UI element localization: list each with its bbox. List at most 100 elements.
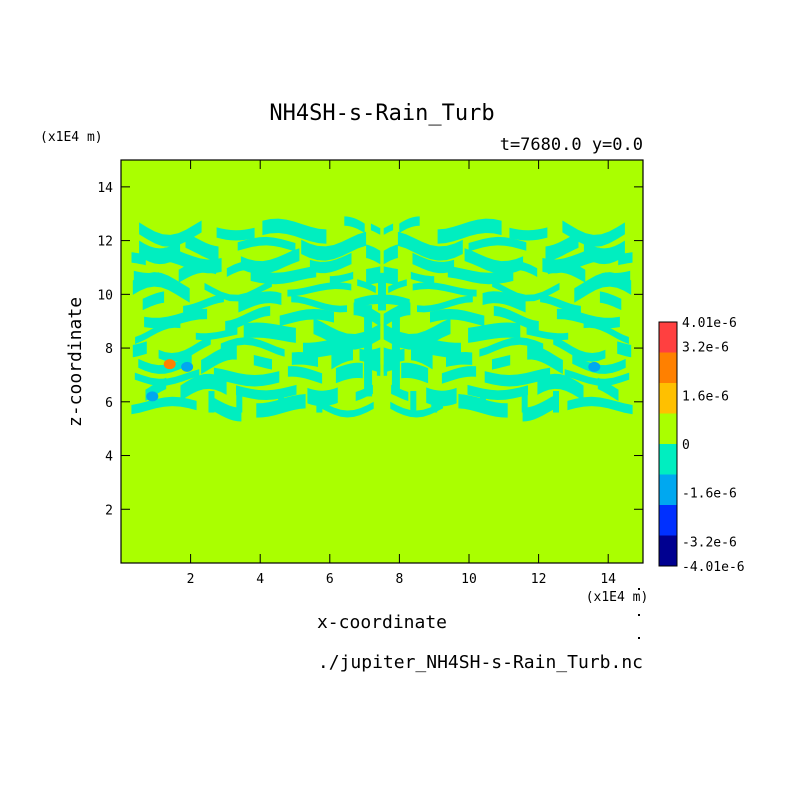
anomaly-band [412, 282, 477, 297]
anomaly-band [522, 395, 555, 422]
colorbar: 4.01e-6 3.2e-6 1.6e-6 0 -1.6e-6 -3.2e-6 -4.01e… [658, 316, 745, 575]
anomaly-band [397, 231, 463, 261]
anomaly-band [237, 236, 296, 252]
x-unit-label: (x1E4 m) [586, 590, 649, 605]
anomaly-finger [479, 391, 486, 413]
colorbar-segment [659, 474, 677, 505]
anomaly-band [605, 270, 631, 286]
anomaly-band [366, 244, 381, 265]
anomaly-band [556, 308, 620, 329]
anomaly-finger [278, 391, 285, 413]
y-tick-label: 14 [97, 181, 113, 196]
x-tick-label: 8 [395, 572, 403, 587]
anomaly-band [492, 355, 511, 370]
anomaly-band [519, 261, 538, 277]
anomaly-band [492, 280, 560, 302]
anomaly-band [133, 270, 159, 286]
anomaly-band [250, 265, 317, 285]
anomaly-band [562, 220, 625, 247]
anomaly-band [226, 261, 245, 277]
negative-anomaly-bands [131, 216, 633, 422]
y-tick-label: 2 [105, 503, 113, 518]
anomaly-band [430, 309, 485, 327]
anomaly-band [388, 279, 407, 294]
anomaly-band [390, 401, 444, 418]
colorbar-label: -4.01e-6 [682, 560, 745, 575]
x-tick-label: 10 [461, 572, 477, 587]
colorbar-segment [659, 352, 677, 383]
anomaly-band [287, 366, 323, 384]
anomaly-band [262, 218, 327, 244]
anomaly-band [307, 387, 338, 407]
plot-frame [120, 159, 644, 564]
anomaly-band [216, 227, 255, 241]
anomaly-band [240, 248, 300, 274]
colorbar-label: 4.01e-6 [682, 316, 737, 331]
anomaly-finger [553, 391, 559, 413]
colorbar-segment [659, 444, 677, 475]
y-tick-label: 10 [97, 288, 113, 303]
colorbar-label: 0 [682, 438, 690, 453]
anomaly-band [131, 396, 197, 415]
source-file-label: ./jupiter_NH4SH-s-Rain_Turb.nc [318, 652, 643, 673]
anomaly-band [526, 327, 569, 340]
anomaly-band [383, 302, 411, 327]
y-tick-label: 4 [105, 450, 113, 465]
anomaly-band [509, 227, 548, 241]
anomaly-band [142, 291, 165, 311]
anomaly-band [479, 337, 544, 357]
anomaly-band [220, 337, 285, 357]
colorbar-label: -1.6e-6 [682, 487, 737, 502]
anomaly-band [417, 295, 473, 313]
anomaly-band [301, 231, 367, 261]
anomaly-band [437, 218, 502, 244]
extremum-spot [163, 359, 176, 370]
anomaly-band [383, 266, 398, 286]
y-axis-ticks: 2 4 6 8 10 12 14 [97, 181, 643, 518]
colorbar-segment [659, 413, 677, 444]
x-tick-label: 14 [600, 572, 616, 587]
extremum-spot [181, 361, 194, 372]
anomaly-finger [208, 391, 215, 413]
chart-subtitle: t=7680.0 y=0.0 [500, 135, 643, 155]
anomaly-band [209, 395, 242, 422]
z-unit-label: (x1E4 m) [40, 130, 103, 145]
anomaly-band [213, 367, 280, 387]
anomaly-band [329, 271, 354, 284]
colorbar-frame [658, 321, 678, 567]
anomaly-band [545, 232, 579, 262]
anomaly-finger [410, 391, 417, 413]
anomaly-band [344, 216, 365, 233]
anomaly-band [447, 265, 514, 285]
colorbar-segment [659, 322, 677, 353]
anomaly-column [364, 305, 373, 397]
anomaly-band [383, 294, 410, 309]
anomaly-band [204, 280, 272, 302]
anomaly-band [493, 305, 539, 331]
extremum-spot [146, 391, 159, 402]
colorbar-segment [659, 505, 677, 536]
colorbar-segment [659, 383, 677, 414]
x-tick-label: 6 [326, 572, 334, 587]
anomaly-band [412, 252, 455, 274]
anomaly-band [144, 308, 208, 329]
anomaly-finger [521, 391, 528, 413]
anomaly-band [225, 305, 271, 331]
x-tick-label: 2 [187, 572, 195, 587]
corner-dots [638, 588, 640, 639]
anomaly-band [484, 367, 551, 387]
anomaly-band [309, 252, 352, 274]
anomaly-band [464, 248, 524, 274]
colorbar-label: 3.2e-6 [682, 341, 729, 356]
anomaly-band [401, 362, 429, 384]
anomaly-band [243, 322, 296, 343]
anomaly-band [335, 362, 363, 384]
anomaly-band [583, 240, 625, 265]
x-tick-label: 4 [256, 572, 264, 587]
colorbar-segment [659, 535, 677, 566]
anomaly-band [158, 335, 211, 362]
anomaly-band [195, 327, 238, 340]
anomaly-band [138, 354, 192, 374]
anomaly-band [279, 309, 334, 327]
